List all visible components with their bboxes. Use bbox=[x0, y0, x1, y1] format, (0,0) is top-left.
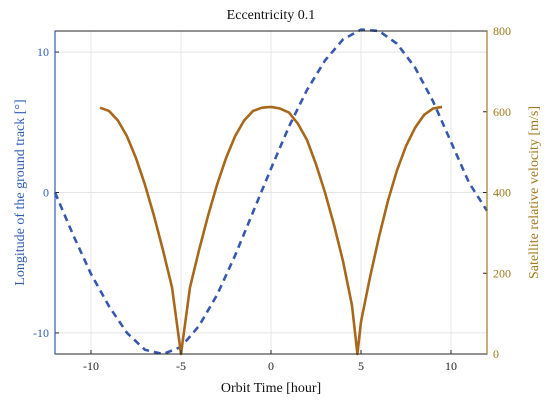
y-left-axis-label: Longitude of the ground track [°] bbox=[13, 99, 28, 285]
y-right-tick-label: 600 bbox=[493, 105, 511, 119]
x-tick-label: 0 bbox=[268, 359, 274, 373]
x-tick-label: -10 bbox=[83, 359, 99, 373]
y-right-tick-label: 0 bbox=[493, 347, 499, 361]
x-tick-label: 10 bbox=[445, 359, 457, 373]
y-right-tick-label: 400 bbox=[493, 186, 511, 200]
y-left-tick-label: 0 bbox=[43, 186, 49, 200]
chart-title: Eccentricity 0.1 bbox=[227, 8, 316, 23]
x-tick-label: 5 bbox=[358, 359, 364, 373]
y-right-axis-label: Satellite relative velocity [m/s] bbox=[527, 106, 542, 279]
y-left-tick-label: -10 bbox=[33, 326, 49, 340]
series-longitude-line bbox=[53, 28, 489, 356]
y-right-tick-label: 800 bbox=[493, 24, 511, 38]
x-axis-label: Orbit Time [hour] bbox=[221, 381, 321, 396]
y-left-tick-label: 10 bbox=[37, 45, 49, 59]
y-right-tick-label: 200 bbox=[493, 266, 511, 280]
series-velocity-line bbox=[99, 105, 443, 356]
x-tick-label: -5 bbox=[176, 359, 186, 373]
